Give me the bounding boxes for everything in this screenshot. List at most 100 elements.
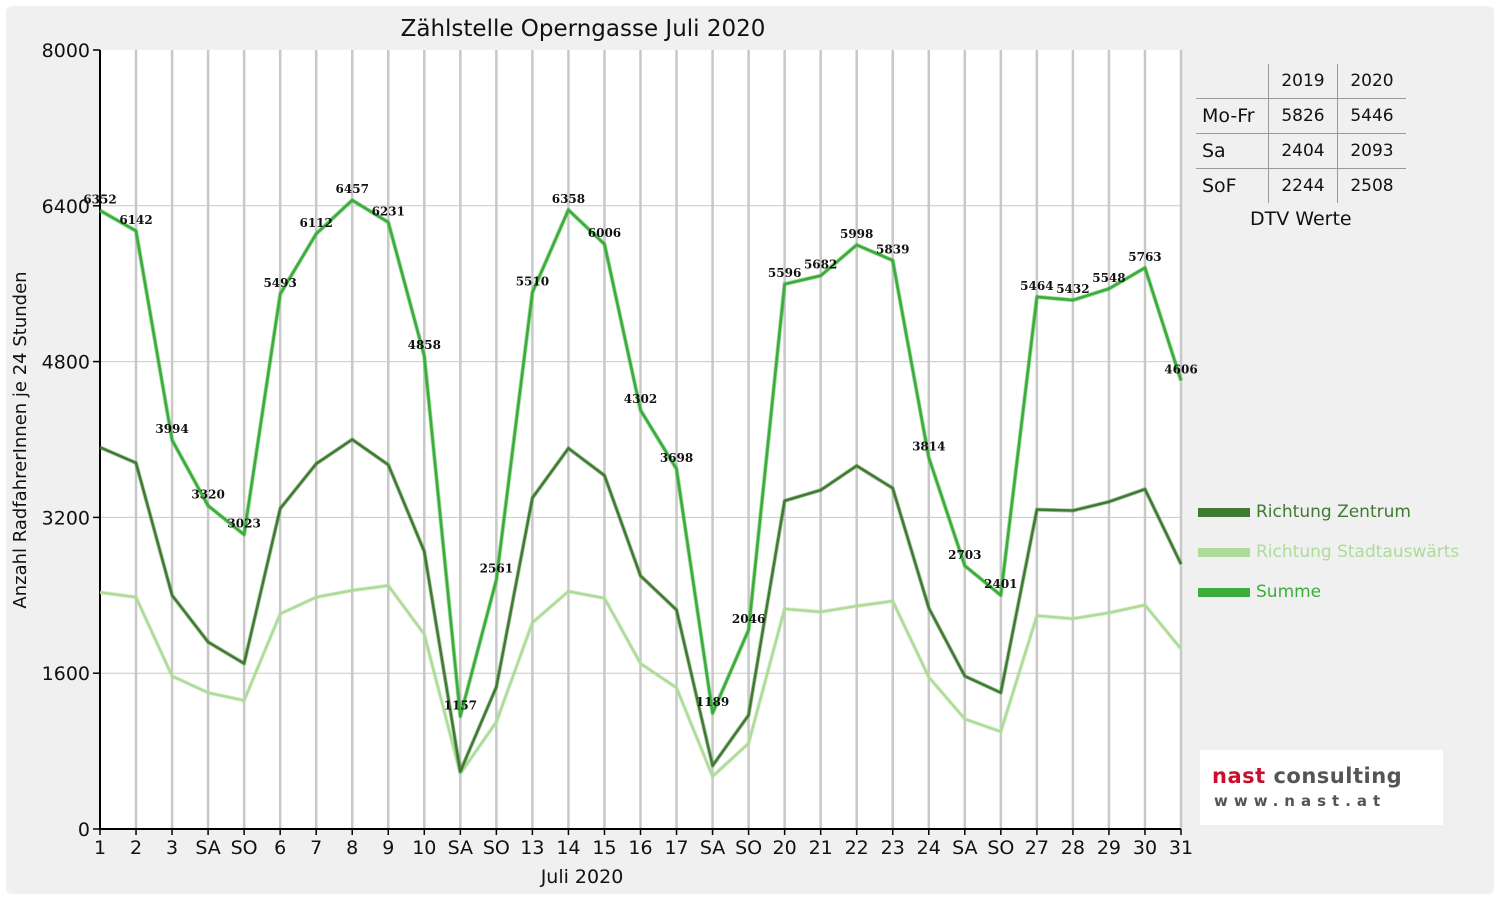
- dtv-header-2020: 2020: [1337, 64, 1406, 99]
- dtv-value: 2404: [1268, 133, 1338, 169]
- y-tick-label: 0: [78, 819, 90, 841]
- grid: [100, 50, 1183, 829]
- x-tick-label: SA: [700, 837, 725, 859]
- logo-name-part1: nast: [1212, 764, 1266, 788]
- data-label: 3320: [191, 488, 224, 502]
- x-tick-label: SA: [448, 837, 473, 859]
- data-label: 5464: [1020, 279, 1053, 293]
- x-tick-label: 8: [346, 837, 358, 859]
- dtv-header-2019: 2019: [1268, 64, 1338, 99]
- data-label: 2561: [480, 562, 513, 576]
- data-label: 6231: [372, 204, 405, 218]
- data-label: 5682: [804, 258, 837, 272]
- dtv-value: 2244: [1268, 168, 1338, 203]
- x-tick-label: 9: [382, 837, 394, 859]
- dtv-value: 2093: [1337, 133, 1406, 169]
- series-line: [99, 584, 1182, 778]
- x-tick-label: 21: [809, 837, 833, 859]
- data-label: 2401: [984, 577, 1017, 591]
- dtv-corner: [1196, 64, 1269, 99]
- dtv-header-row: 2019 2020: [1196, 64, 1406, 99]
- x-tick-label: 31: [1169, 837, 1193, 859]
- x-tick-label: SA: [195, 837, 220, 859]
- data-label: 4858: [408, 338, 441, 352]
- data-label: 3814: [912, 440, 945, 454]
- y-tick-label: 6400: [42, 196, 90, 218]
- x-tick-label: 7: [310, 837, 322, 859]
- series: [98, 198, 1184, 779]
- x-tick-label: 27: [1025, 837, 1049, 859]
- legend-label: Summe: [1256, 582, 1322, 602]
- data-label: 5839: [876, 242, 909, 256]
- x-tick-label: 30: [1133, 837, 1157, 859]
- data-label: 1157: [444, 698, 477, 712]
- series-line: [99, 198, 1183, 718]
- logo-name-part2: consulting: [1265, 764, 1403, 788]
- data-label: 5432: [1056, 282, 1089, 296]
- legend-item-stadtauswaerts: Richtung Stadtauswärts: [1198, 532, 1459, 572]
- data-label: 6112: [299, 216, 332, 230]
- x-tick-label: 6: [274, 837, 286, 859]
- data-label: 5998: [840, 227, 873, 241]
- x-tick-label: 14: [556, 837, 580, 859]
- data-label: 5493: [263, 276, 296, 290]
- data-label: 6352: [83, 192, 116, 206]
- legend-label: Richtung Zentrum: [1256, 502, 1411, 522]
- data-label: 6142: [119, 213, 152, 227]
- data-label: 5548: [1092, 271, 1125, 285]
- data-label: 5763: [1128, 250, 1161, 264]
- legend-label: Richtung Stadtauswärts: [1256, 542, 1460, 562]
- legend-swatch: [1198, 587, 1250, 597]
- x-tick-label: 28: [1061, 837, 1085, 859]
- dtv-row-label: SoF: [1196, 168, 1269, 203]
- dtv-row-sof: SoF 2244 2508: [1196, 168, 1406, 203]
- x-tick-label: 17: [664, 837, 688, 859]
- legend-item-summe: Summe: [1198, 572, 1459, 612]
- dtv-row-mofr: Mo-Fr 5826 5446: [1196, 98, 1406, 134]
- x-tick-label: SO: [987, 837, 1014, 859]
- x-tick-label: 3: [166, 837, 178, 859]
- y-tick-label: 4800: [42, 352, 90, 374]
- x-axis-label: Juli 2020: [540, 866, 624, 888]
- data-label: 5596: [768, 266, 801, 280]
- x-tick-label: SO: [231, 837, 258, 859]
- company-logo: nast consulting www.nast.at: [1200, 750, 1443, 825]
- x-tick-label: SO: [483, 837, 510, 859]
- x-tick-label: SA: [952, 837, 977, 859]
- legend-swatch: [1198, 507, 1250, 517]
- logo-name: nast consulting: [1212, 764, 1402, 788]
- x-tick-label: 16: [628, 837, 652, 859]
- data-label: 6006: [588, 226, 621, 240]
- data-label: 2703: [948, 548, 981, 562]
- legend: Richtung Zentrum Richtung Stadtauswärts …: [1198, 492, 1459, 612]
- data-label: 3023: [227, 517, 260, 531]
- legend-item-zentrum: Richtung Zentrum: [1198, 492, 1459, 532]
- y-axis-label: Anzahl RadfahrerInnen je 24 Stunden: [10, 271, 31, 608]
- x-tick-label: SO: [735, 837, 762, 859]
- legend-swatch: [1198, 547, 1250, 557]
- dtv-row-label: Mo-Fr: [1196, 98, 1269, 134]
- x-tick-label: 20: [773, 837, 797, 859]
- x-tick-label: 24: [917, 837, 941, 859]
- data-label: 4606: [1164, 362, 1197, 376]
- data-label: 1189: [696, 695, 729, 709]
- dtv-row-sa: Sa 2404 2093: [1196, 133, 1406, 169]
- x-tick-label: 2: [130, 837, 142, 859]
- dtv-value: 5446: [1337, 98, 1406, 134]
- chart-title: Zählstelle Operngasse Juli 2020: [401, 16, 766, 42]
- data-label: 2046: [732, 612, 765, 626]
- x-tick-label: 23: [881, 837, 905, 859]
- x-tick-label: 29: [1097, 837, 1121, 859]
- dtv-table: 2019 2020 Mo-Fr 5826 5446 Sa 2404 2093 S…: [1196, 64, 1406, 203]
- data-label: 3994: [155, 422, 188, 436]
- logo-url: www.nast.at: [1214, 792, 1387, 810]
- x-tick-label: 22: [845, 837, 869, 859]
- x-tick-label: 15: [592, 837, 616, 859]
- dtv-value: 5826: [1268, 98, 1338, 134]
- x-tick-label: 10: [412, 837, 436, 859]
- data-label: 6457: [336, 182, 369, 196]
- data-label: 6358: [552, 192, 585, 206]
